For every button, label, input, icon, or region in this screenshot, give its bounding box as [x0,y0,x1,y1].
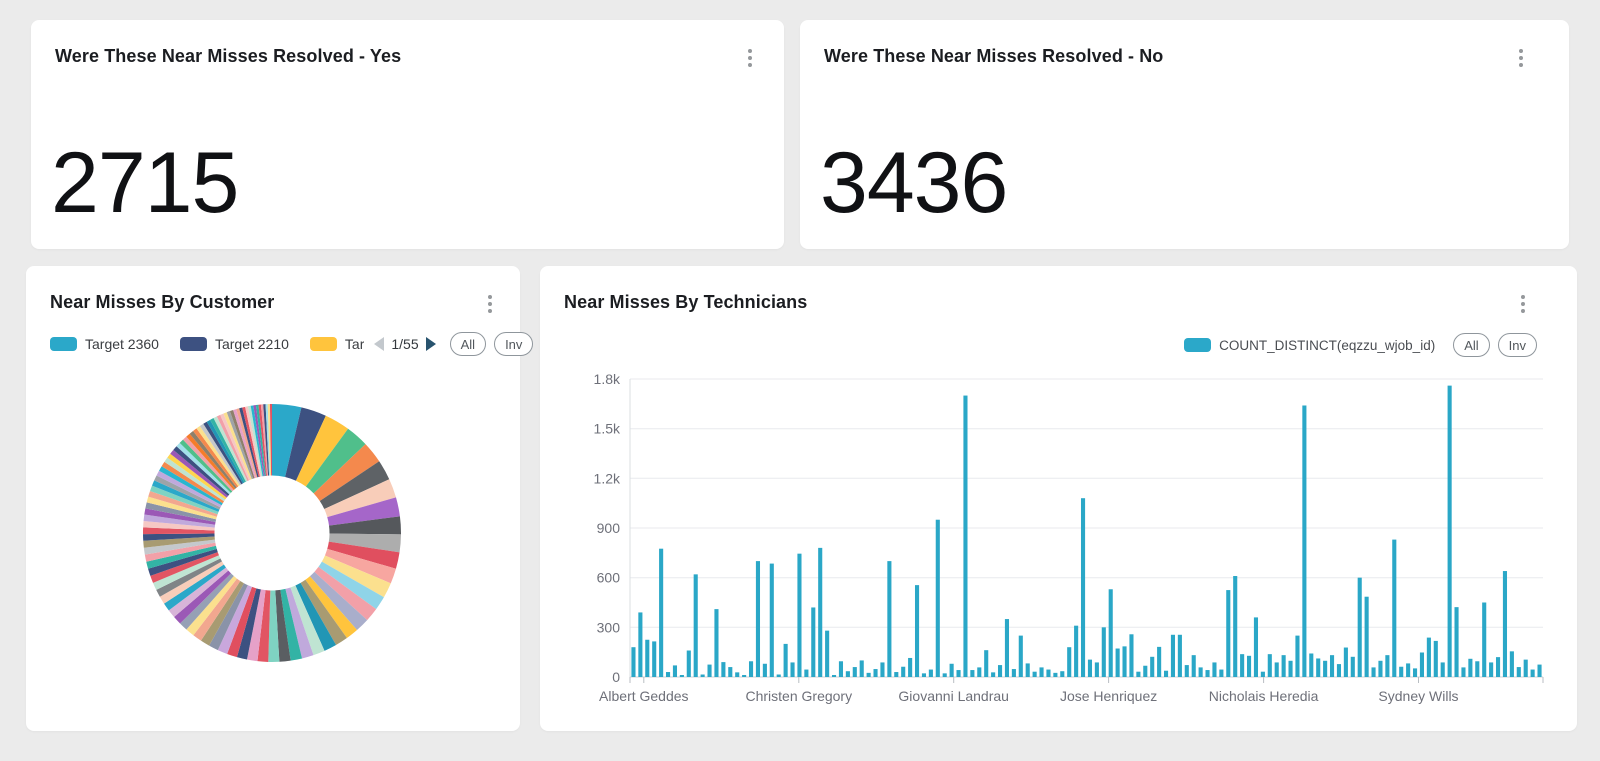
legend-pager: 1/55 [374,336,436,352]
legend-item[interactable]: Target 2210 [179,336,289,352]
svg-text:300: 300 [597,619,621,635]
legend-label: Tar [344,336,365,352]
svg-text:900: 900 [597,520,621,536]
kebab-menu-icon[interactable] [482,293,498,315]
chevron-right-icon[interactable] [425,337,436,351]
donut-chart[interactable] [26,266,520,731]
svg-text:Albert Geddes: Albert Geddes [599,688,689,704]
card-title: Near Misses By Customer [50,292,275,312]
legend-inv-button[interactable]: Inv [1497,333,1537,357]
kpi-card-resolved-yes: Were These Near Misses Resolved - Yes 27… [31,20,784,249]
legend-label: COUNT_DISTINCT(eqzzu_wjob_id) [1219,337,1436,353]
legend-swatch [1184,338,1212,352]
card-title: Were These Near Misses Resolved - No [824,46,1164,66]
legend-page-indicator: 1/55 [391,336,419,352]
legend-item[interactable]: COUNT_DISTINCT(eqzzu_wjob_id) [1184,338,1435,353]
svg-text:Christen Gregory: Christen Gregory [746,688,853,704]
legend-label: Target 2360 [85,336,159,352]
svg-text:Sydney Wills: Sydney Wills [1378,688,1458,704]
svg-text:Jose Henriquez: Jose Henriquez [1060,688,1157,704]
bar-chart[interactable]: 0 300 600 900 1.2k 1.5k 1.8k Albert Geddes Chris… [540,366,1577,711]
chart-legend: Target 2360 Target 2210 Tar 1/55 All Inv [50,332,534,356]
legend-inv-button[interactable]: Inv [494,332,534,356]
legend-label: Target 2210 [214,336,289,352]
legend-item[interactable]: Target 2360 [50,336,159,352]
kebab-menu-icon[interactable] [1515,293,1531,315]
card-title: Were These Near Misses Resolved - Yes [55,46,402,66]
svg-text:0: 0 [612,669,620,685]
kebab-menu-icon[interactable] [1513,47,1529,69]
legend-all-button[interactable]: All [449,332,487,356]
chart-card-near-misses-by-customer: Near Misses By Customer Target 2360 Targ… [26,266,534,731]
legend-swatch [309,337,337,351]
svg-text:Giovanni Landrau: Giovanni Landrau [898,688,1009,704]
legend-item-truncated[interactable]: Tar [309,336,365,352]
kpi-card-resolved-no: Were These Near Misses Resolved - No 343… [800,20,1569,249]
chevron-left-icon[interactable] [374,337,385,351]
legend-swatch [179,337,207,351]
legend-swatch [50,337,77,351]
metric-value: 2715 [51,135,239,232]
svg-text:600: 600 [597,570,621,586]
svg-text:1.2k: 1.2k [594,470,621,486]
card-title: Near Misses By Technicians [564,292,808,312]
chart-legend: COUNT_DISTINCT(eqzzu_wjob_id) All Inv [1184,333,1537,357]
legend-all-button[interactable]: All [1453,333,1490,357]
kebab-menu-icon[interactable] [742,47,758,69]
chart-card-near-misses-by-technicians: Near Misses By Technicians COUNT_DISTINC… [540,266,1577,731]
svg-text:1.5k: 1.5k [594,421,621,437]
svg-text:Nicholais Heredia: Nicholais Heredia [1209,688,1319,704]
metric-value: 3436 [820,135,1008,232]
svg-text:1.8k: 1.8k [594,371,621,387]
